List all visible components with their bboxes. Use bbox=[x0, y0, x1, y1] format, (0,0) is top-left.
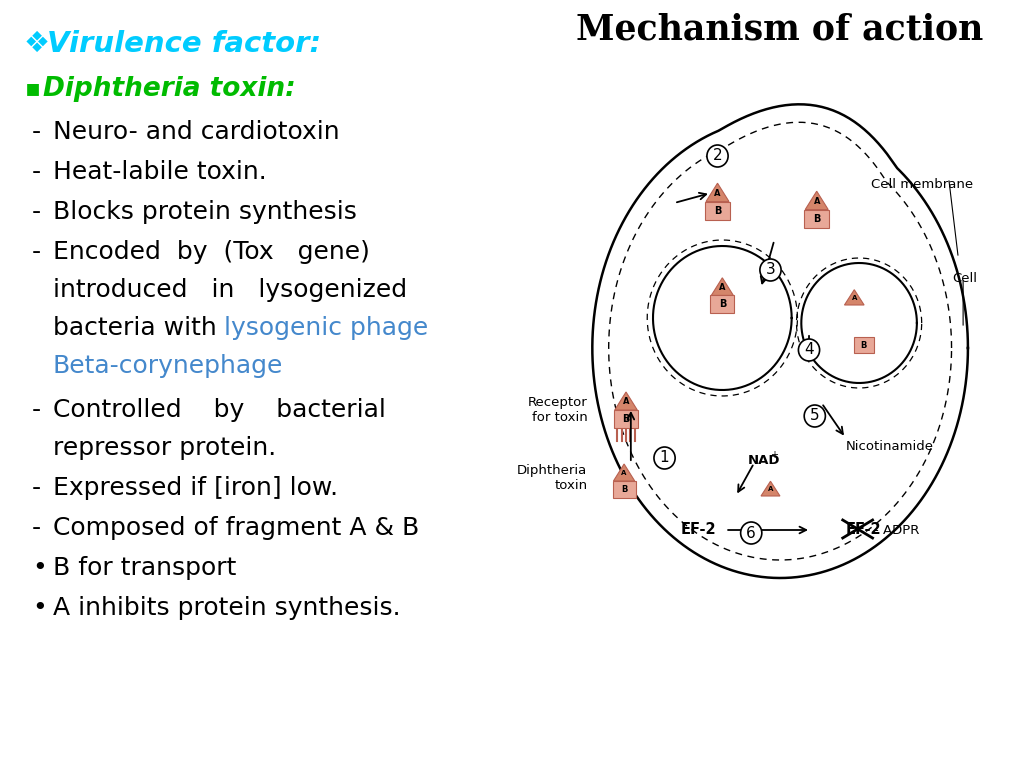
Text: -: - bbox=[32, 200, 41, 224]
Text: A inhibits protein synthesis.: A inhibits protein synthesis. bbox=[53, 596, 400, 620]
FancyBboxPatch shape bbox=[804, 210, 829, 228]
Text: B: B bbox=[621, 485, 628, 494]
Polygon shape bbox=[614, 392, 637, 410]
Text: -: - bbox=[32, 476, 41, 500]
Text: Expressed if [iron] low.: Expressed if [iron] low. bbox=[53, 476, 338, 500]
Polygon shape bbox=[712, 278, 733, 296]
Polygon shape bbox=[805, 191, 828, 210]
Text: Beta-corynephage: Beta-corynephage bbox=[53, 354, 284, 378]
Text: •: • bbox=[32, 596, 46, 620]
Polygon shape bbox=[706, 184, 729, 202]
Text: B: B bbox=[623, 414, 630, 424]
Text: -: - bbox=[32, 120, 41, 144]
Text: Blocks protein synthesis: Blocks protein synthesis bbox=[53, 200, 356, 224]
Circle shape bbox=[707, 145, 728, 167]
Text: - ADPR: - ADPR bbox=[873, 524, 919, 537]
Text: Nicotinamide: Nicotinamide bbox=[846, 440, 934, 453]
Text: ▪: ▪ bbox=[25, 76, 41, 100]
Text: Diphtheria
toxin: Diphtheria toxin bbox=[517, 464, 588, 492]
Text: repressor protein.: repressor protein. bbox=[53, 436, 276, 460]
Text: -: - bbox=[32, 160, 41, 184]
Text: 3: 3 bbox=[766, 263, 775, 277]
Text: bacteria with: bacteria with bbox=[53, 316, 224, 340]
Circle shape bbox=[760, 259, 781, 281]
Text: B: B bbox=[719, 300, 726, 310]
Text: +: + bbox=[770, 450, 778, 460]
Text: -: - bbox=[32, 398, 41, 422]
Text: -: - bbox=[32, 516, 41, 540]
Text: Neuro- and cardiotoxin: Neuro- and cardiotoxin bbox=[53, 120, 340, 144]
Text: Cell membrane: Cell membrane bbox=[870, 178, 973, 191]
Text: Encoded  by  (Tox   gene): Encoded by (Tox gene) bbox=[53, 240, 370, 264]
Polygon shape bbox=[613, 464, 635, 481]
Circle shape bbox=[804, 405, 825, 427]
Text: Virulence factor:: Virulence factor: bbox=[47, 30, 322, 58]
Text: A: A bbox=[719, 283, 726, 292]
Text: B: B bbox=[813, 214, 820, 223]
Text: B: B bbox=[714, 206, 721, 216]
Text: 4: 4 bbox=[804, 343, 814, 357]
Text: B: B bbox=[861, 340, 867, 349]
Text: A: A bbox=[623, 397, 630, 406]
Text: Mechanism of action: Mechanism of action bbox=[577, 13, 984, 47]
Text: •: • bbox=[32, 556, 46, 580]
Text: Receptor
for toxin: Receptor for toxin bbox=[527, 396, 588, 424]
Circle shape bbox=[740, 522, 762, 544]
Text: EF-2: EF-2 bbox=[846, 522, 882, 538]
Circle shape bbox=[654, 447, 675, 469]
Text: 5: 5 bbox=[810, 409, 819, 423]
Text: Diphtheria toxin:: Diphtheria toxin: bbox=[43, 76, 296, 102]
Text: lysogenic phage: lysogenic phage bbox=[224, 316, 429, 340]
Circle shape bbox=[799, 339, 819, 361]
Text: A: A bbox=[852, 295, 857, 301]
Text: Cell: Cell bbox=[952, 272, 978, 284]
Text: A: A bbox=[622, 470, 627, 476]
Text: B for transport: B for transport bbox=[53, 556, 237, 580]
Text: Composed of fragment A & B: Composed of fragment A & B bbox=[53, 516, 419, 540]
Text: 6: 6 bbox=[746, 525, 756, 541]
Text: A: A bbox=[715, 189, 721, 198]
Polygon shape bbox=[761, 482, 780, 496]
Text: introduced   in   lysogenized: introduced in lysogenized bbox=[53, 278, 408, 302]
Text: -: - bbox=[32, 240, 41, 264]
Text: ❖: ❖ bbox=[25, 30, 50, 58]
FancyBboxPatch shape bbox=[854, 337, 873, 353]
Text: A: A bbox=[813, 197, 820, 206]
Text: NAD: NAD bbox=[748, 454, 780, 467]
FancyBboxPatch shape bbox=[612, 481, 636, 498]
FancyBboxPatch shape bbox=[613, 410, 638, 428]
Text: Controlled    by    bacterial: Controlled by bacterial bbox=[53, 398, 386, 422]
Text: A: A bbox=[768, 486, 773, 492]
Text: 1: 1 bbox=[659, 451, 670, 465]
Text: Heat-labile toxin.: Heat-labile toxin. bbox=[53, 160, 266, 184]
Text: EF-2: EF-2 bbox=[680, 522, 716, 538]
Text: 2: 2 bbox=[713, 148, 722, 164]
FancyBboxPatch shape bbox=[706, 202, 730, 220]
Polygon shape bbox=[845, 290, 864, 305]
FancyBboxPatch shape bbox=[711, 296, 734, 313]
